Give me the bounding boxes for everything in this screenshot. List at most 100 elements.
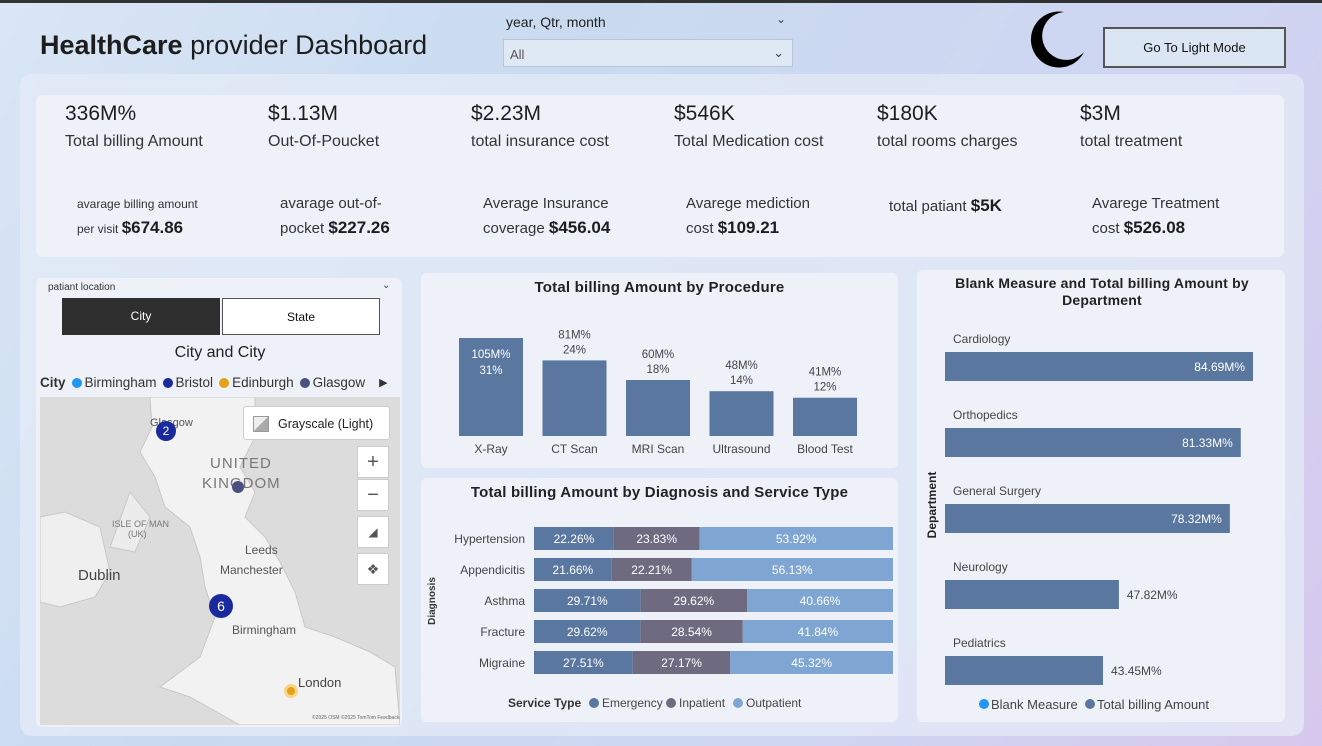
map-legend-title: City	[40, 375, 66, 390]
diagnosis-legend-label[interactable]: Inpatient	[679, 696, 726, 710]
map-cluster-marker[interactable]: 2	[156, 421, 176, 441]
slicer-chevron-down-icon[interactable]: ⌄	[776, 12, 787, 26]
procedure-bar[interactable]	[626, 380, 690, 436]
diagnosis-legend-label[interactable]: Emergency	[602, 696, 663, 710]
diagnosis-bar-segment[interactable]	[534, 651, 633, 674]
diagnosis-bar-segment[interactable]	[742, 620, 893, 643]
diagnosis-segment-label: 27.17%	[661, 656, 702, 670]
department-value-label: 81.33M%	[1182, 436, 1233, 450]
department-bar[interactable]	[945, 352, 1253, 381]
diagnosis-segment-label: 22.26%	[554, 532, 595, 546]
diagnosis-segment-label: 56.13%	[772, 563, 813, 577]
diagnosis-bar-segment[interactable]	[534, 527, 614, 550]
map-label-birmingham: Birmingham	[232, 623, 297, 637]
department-legend-label[interactable]: Total billing Amount	[1097, 697, 1209, 712]
top-border	[0, 0, 1322, 3]
light-mode-button[interactable]: Go To Light Mode	[1103, 27, 1286, 68]
department-chart-title: Blank Measure and Total billing Amount b…	[955, 275, 1249, 308]
procedure-value-label: 60M%	[642, 349, 675, 361]
diagnosis-bar-segment[interactable]	[632, 651, 731, 674]
diagnosis-segment-label: 29.62%	[567, 625, 608, 639]
kpi-secondary-label: Average Insurance	[483, 195, 609, 212]
kpi-secondary: avarage billing amount per visit $674.86	[77, 192, 267, 241]
map-label-london: London	[298, 675, 342, 690]
map-legend-label: Glasgow	[312, 375, 366, 390]
legend-next-icon[interactable]: ▶	[379, 377, 388, 389]
diagnosis-segment-label: 23.83%	[636, 532, 677, 546]
procedure-bar[interactable]	[709, 391, 774, 436]
department-bar[interactable]	[945, 428, 1241, 457]
department-value-label: 43.45M%	[1111, 664, 1162, 678]
map-legend-label: Bristol	[175, 375, 214, 390]
kpi-card	[36, 95, 1284, 257]
diagnosis-bar-segment[interactable]	[699, 527, 893, 550]
kpi-secondary: Avarege Treatment cost $526.08	[1092, 192, 1282, 241]
diagnosis-bar-segment[interactable]	[640, 620, 743, 643]
map-cluster-marker[interactable]: 6	[209, 594, 233, 618]
tab-state[interactable]: State	[222, 298, 380, 335]
diagnosis-segment-label: 28.54%	[671, 625, 712, 639]
department-bar[interactable]	[945, 504, 1230, 533]
location-chevron-down-icon[interactable]: ⌄	[382, 280, 391, 291]
department-bar[interactable]	[945, 580, 1119, 609]
map-label-dublin: Dublin	[78, 567, 121, 584]
procedure-percent-label: 24%	[563, 344, 586, 356]
procedure-bar[interactable]	[542, 360, 607, 436]
department-legend-label[interactable]: Blank Measure	[991, 697, 1078, 712]
diagnosis-bar-segment[interactable]	[747, 589, 893, 612]
kpi-label: Out-Of-Poucket	[268, 133, 380, 150]
department-category-label: Cardiology	[953, 332, 1010, 346]
kpi-label: Total Medication cost	[674, 133, 824, 150]
procedure-bar[interactable]	[793, 397, 857, 436]
diagnosis-bar-segment[interactable]	[534, 558, 612, 581]
diagnosis-category-label: Appendicitis	[460, 563, 525, 577]
map-point-marker[interactable]	[284, 684, 298, 698]
zoom-in-button[interactable]: +	[357, 446, 389, 478]
diagnosis-bar-segment[interactable]	[640, 589, 748, 612]
kpi-secondary-label: total patiant	[889, 198, 967, 215]
legend-dot-icon	[162, 377, 173, 388]
diagnosis-bar-segment[interactable]	[730, 651, 893, 674]
diagnosis-bar-segment[interactable]	[534, 620, 641, 643]
diagnosis-bar-segment[interactable]	[534, 589, 641, 612]
diagnosis-bar-segment[interactable]	[611, 558, 692, 581]
diagnosis-bar-segment[interactable]	[691, 558, 893, 581]
map-point-marker[interactable]	[232, 481, 244, 493]
tilt-icon[interactable]: ◢	[357, 516, 389, 548]
legend-dot-icon	[219, 377, 230, 388]
diagnosis-segment-label: 40.66%	[800, 594, 841, 608]
department-chart-card	[917, 270, 1285, 722]
diagnosis-category-label: Fracture	[480, 625, 525, 639]
uk-map[interactable]: Glasgow UNITED KINGDOM ISLE OF MAN (UK) …	[40, 397, 400, 725]
map-legend-item[interactable]: Birmingham	[71, 375, 157, 390]
map-legend-item[interactable]: Edinburgh	[219, 375, 294, 390]
diagnosis-legend-label[interactable]: Outpatient	[746, 696, 802, 710]
moon-icon[interactable]	[1024, 8, 1088, 72]
map-style-label: Grayscale (Light)	[278, 417, 374, 431]
map-legend-item[interactable]: Glasgow	[299, 375, 366, 390]
zoom-out-button[interactable]: −	[357, 479, 389, 511]
diagnosis-bar-segment[interactable]	[613, 527, 700, 550]
department-category-label: Pediatrics	[953, 636, 1006, 650]
kpi-secondary: Average Insurance coverage $456.04	[483, 192, 673, 241]
tab-city[interactable]: City	[62, 298, 220, 335]
procedure-bar[interactable]	[459, 338, 523, 436]
diagnosis-category-label: Asthma	[484, 594, 525, 608]
map-legend-item[interactable]: Bristol	[162, 375, 214, 390]
compass-icon[interactable]: ❖	[357, 553, 389, 585]
procedure-chart-title: Total billing Amount by Procedure	[534, 279, 785, 296]
date-slicer-label: year, Qtr, month	[506, 14, 606, 30]
date-slicer-dropdown[interactable]: All ⌄	[503, 39, 793, 67]
kpi-secondary-value: $109.21	[717, 218, 780, 237]
diagnosis-segment-label: 41.84%	[798, 625, 839, 639]
map-style-button[interactable]: Grayscale (Light)	[243, 406, 390, 440]
procedure-category-label: Ultrasound	[712, 442, 770, 456]
diagnosis-segment-label: 45.32%	[791, 656, 832, 670]
kpi-secondary-value: $5K	[970, 196, 1002, 215]
procedure-category-label: MRI Scan	[632, 442, 685, 456]
map-legend: City Birmingham Bristol Edinburgh Glasgow ▶	[40, 375, 388, 390]
department-value-label: 47.82M%	[1127, 588, 1178, 602]
department-bar[interactable]	[945, 656, 1104, 685]
procedure-category-label: Blood Test	[797, 442, 853, 456]
diagnosis-chart-title: Total billing Amount by Diagnosis and Se…	[470, 484, 849, 501]
